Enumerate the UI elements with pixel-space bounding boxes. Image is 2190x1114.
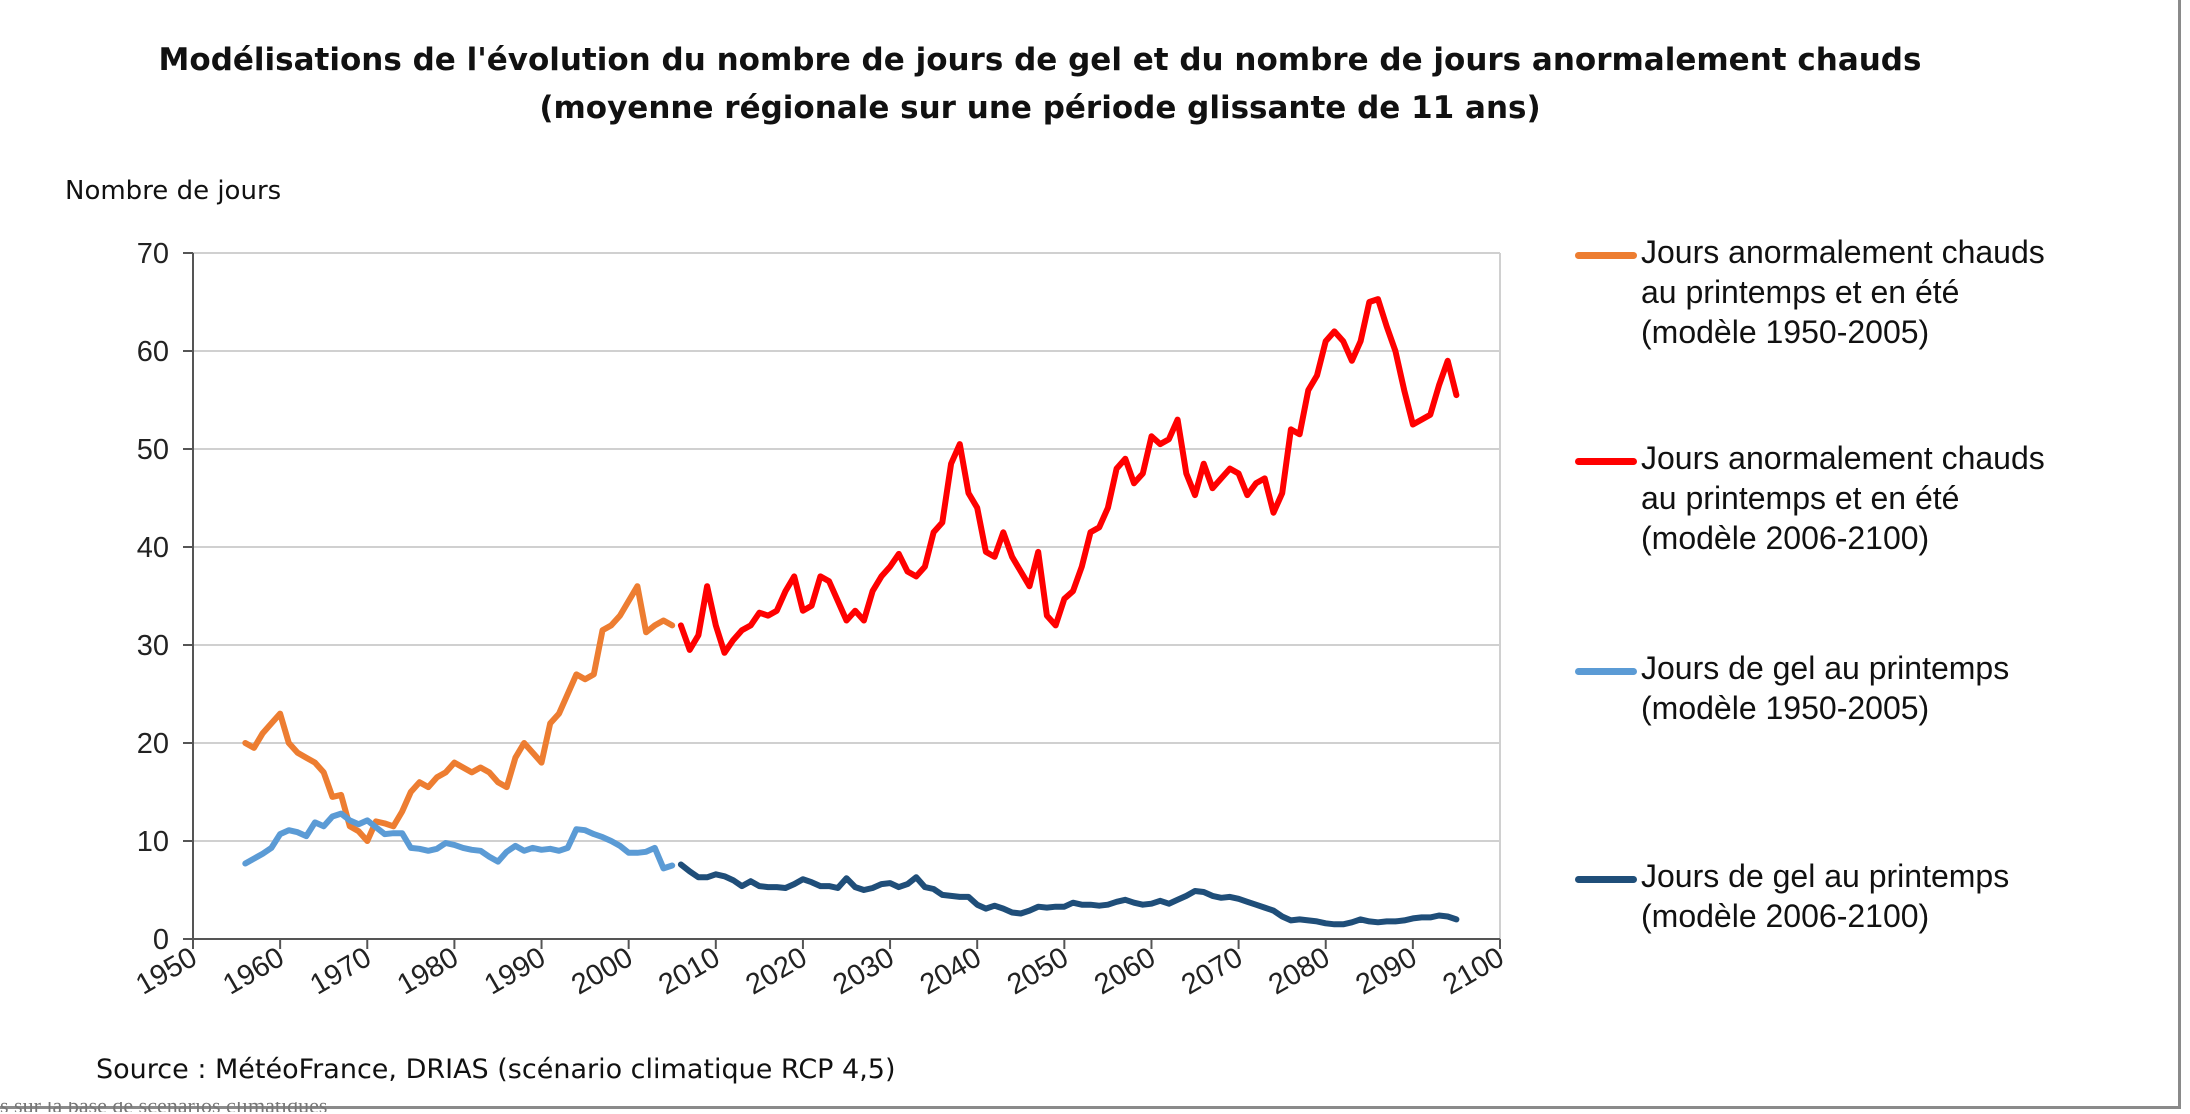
x-tick-label: 2060 — [1089, 941, 1161, 1001]
x-tick-label: 2100 — [1438, 941, 1510, 1001]
legend-label: Jours de gel au printemps (modèle 2006-2… — [1641, 856, 2161, 936]
series-hot-2006-2100 — [677, 296, 1460, 656]
legend-line: (modèle 2006-2100) — [1641, 898, 1930, 934]
y-tick-label: 40 — [137, 532, 169, 564]
x-tick-label: 1990 — [479, 941, 551, 1001]
legend-swatch — [1575, 668, 1637, 675]
series-lines — [242, 296, 1460, 928]
axes — [183, 252, 1501, 949]
y-tick-label: 0 — [153, 924, 169, 956]
legend-line: Jours anormalement chauds — [1641, 234, 2045, 270]
legend-line: (modèle 1950-2005) — [1641, 314, 1930, 350]
x-tick-label: 2090 — [1350, 941, 1422, 1001]
legend-line: Jours de gel au printemps — [1641, 858, 2010, 894]
legend-line: Jours de gel au printemps — [1641, 650, 2010, 686]
source-note: Source : MétéoFrance, DRIAS (scénario cl… — [96, 1054, 896, 1085]
y-tick-label: 60 — [137, 336, 169, 368]
legend-label: Jours anormalement chauds au printemps e… — [1641, 438, 2161, 558]
x-tick-label: 1980 — [392, 941, 464, 1001]
legend-line: (modèle 1950-2005) — [1641, 690, 1930, 726]
x-tick-label: 2030 — [828, 941, 900, 1001]
x-tick-label: 2040 — [915, 941, 987, 1001]
x-tick-label: 2080 — [1263, 941, 1335, 1001]
legend-line: (modèle 2006-2100) — [1641, 520, 1930, 556]
x-tick-label: 2000 — [566, 941, 638, 1001]
y-tick-label: 20 — [137, 728, 169, 760]
x-tick-label: 2070 — [1176, 941, 1248, 1001]
x-tick-label: 2050 — [1002, 941, 1074, 1001]
legend-label: Jours anormalement chauds au printemps e… — [1641, 232, 2161, 352]
legend-line: au printemps et en été — [1641, 274, 1960, 310]
x-tick-label: 1970 — [305, 941, 377, 1001]
legend-swatch — [1575, 458, 1637, 465]
y-tick-label: 10 — [137, 826, 169, 858]
grid-lines — [193, 252, 1501, 939]
x-tick-label: 2010 — [653, 941, 725, 1001]
y-tick-label: 50 — [137, 434, 169, 466]
series-frost-1950-2005 — [242, 810, 676, 872]
y-axis-label: Nombre de jours — [65, 176, 282, 206]
legend-swatch — [1575, 252, 1637, 259]
series-frost-2006-2100 — [677, 861, 1460, 928]
y-tick-label: 70 — [137, 238, 169, 270]
x-tick-label: 2020 — [741, 941, 813, 1001]
legend-line: au printemps et en été — [1641, 480, 1960, 516]
series-hot-1950-2005 — [242, 583, 676, 844]
legend-line: Jours anormalement chauds — [1641, 440, 2045, 476]
chart-title: Modélisations de l'évolution du nombre d… — [158, 42, 1922, 78]
legend-swatch — [1575, 876, 1637, 883]
y-tick-label: 30 — [137, 630, 169, 662]
chart-subtitle: (moyenne régionale sur une période gliss… — [539, 90, 1541, 126]
cut-off-text: s sur la base de scénarios climatiques — [0, 1102, 1000, 1112]
x-tick-label: 1960 — [218, 941, 290, 1001]
legend-label: Jours de gel au printemps (modèle 1950-2… — [1641, 648, 2161, 728]
